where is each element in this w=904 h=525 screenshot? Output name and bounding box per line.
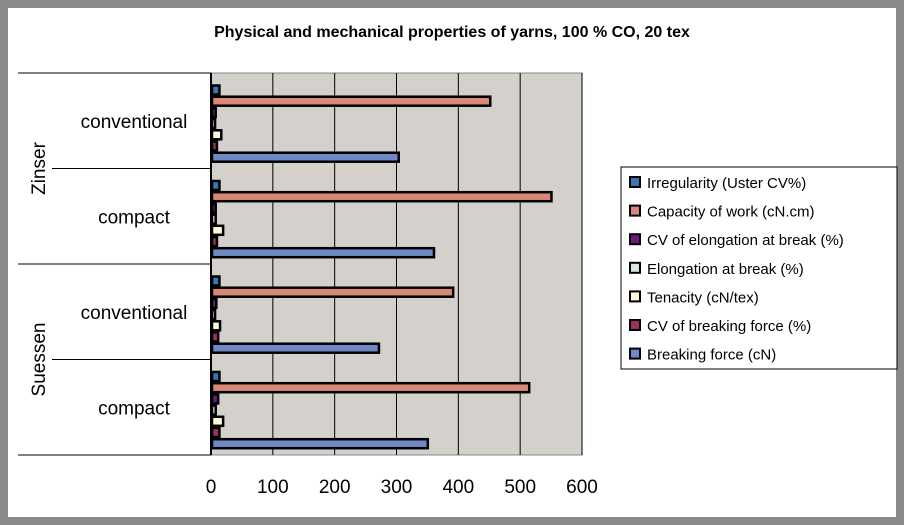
legend-swatch [629,319,641,331]
bar [210,437,430,450]
legend-swatch [629,261,641,274]
x-tick-label: 100 [257,477,289,498]
bar [210,393,220,405]
bar [210,190,553,203]
bar [210,297,218,310]
bar [210,286,455,298]
legend-swatch [629,233,641,246]
bar [210,308,217,321]
chart-title: Physical and mechanical properties of ya… [214,24,690,41]
bar [210,320,222,332]
category-label: compact [98,207,171,228]
legend-label: Irregularity (Uster CV%) [647,175,806,192]
bar [210,117,217,130]
bar [210,246,436,259]
bar [210,224,225,237]
legend: Irregularity (Uster CV%) Capacity of work… [620,166,898,370]
x-tick-label: 400 [442,477,474,498]
bar [210,95,492,107]
category-label: compact [98,398,171,419]
x-tick-label: 300 [381,477,413,498]
legend-label: CV of breaking force (%) [647,318,811,335]
bar [210,235,219,248]
category-label: conventional [81,303,188,324]
bar [210,331,220,343]
x-tick-label: 500 [504,477,536,498]
bar [210,370,221,383]
bar [210,140,219,152]
legend-swatch [629,290,641,303]
legend-label: Elongation at break (%) [647,261,804,278]
bar [210,342,381,354]
bar [210,202,217,214]
legend-box [620,166,898,370]
legend-label: Capacity of work (cN.cm) [647,204,815,221]
bar [210,404,217,416]
group-label: Suessen [29,323,50,397]
category-label: conventional [81,112,188,133]
x-tick-label: 0 [206,477,217,498]
bar [210,381,531,394]
bar [210,275,221,287]
bar [210,415,225,428]
bar [210,426,221,439]
bar [210,151,400,163]
bar [210,213,217,225]
legend-swatch [629,204,641,217]
legend-label: CV of elongation at break (%) [647,232,844,249]
bar [210,129,223,141]
x-tick-label: 600 [566,477,598,498]
legend-swatch [629,347,641,360]
x-tick-label: 200 [319,477,351,498]
legend-label: Tenacity (cN/tex) [647,289,759,306]
group-label: Zinser [29,141,50,194]
legend-swatch [629,176,641,188]
bar [210,84,221,96]
legend-label: Breaking force (cN) [647,347,776,364]
bar [210,179,221,192]
bar [210,106,217,119]
plot-area: 0 100 200 300 400 500 600 conventional compact Zi… [18,72,598,498]
